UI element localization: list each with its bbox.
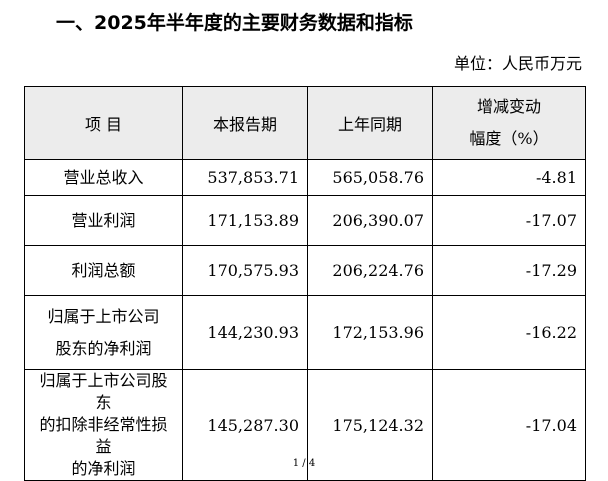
change-value: -16.22	[432, 295, 586, 370]
section-heading: 一、2025年半年度的主要财务数据和指标	[56, 12, 413, 34]
row-label-line: 营业利润	[71, 210, 136, 230]
table-header-row: 项 目 本报告期 上年同期 增减变动 幅度（%）	[24, 86, 586, 160]
table-row: 归属于上市公司 股东的净利润 144,230.93 172,153.96 -16…	[24, 295, 586, 370]
row-label-line: 的净利润	[71, 459, 136, 478]
current-value: 171,153.89	[182, 195, 308, 246]
row-label-line: 归属于上市公司股东	[39, 371, 168, 412]
page-number: 1 / 4	[292, 458, 316, 469]
financial-data-table: 项 目 本报告期 上年同期 增减变动 幅度（%） 营业总收入 537,853.7…	[24, 86, 586, 481]
row-label: 归属于上市公司 股东的净利润	[24, 295, 183, 370]
row-label: 营业总收入	[24, 159, 183, 196]
current-value: 144,230.93	[182, 295, 308, 370]
current-value: 537,853.71	[182, 159, 308, 196]
header-change-line1: 增减变动	[476, 97, 541, 116]
header-prior-period: 上年同期	[307, 86, 433, 160]
row-label: 营业利润	[24, 195, 183, 246]
header-change-line2: 幅度（%）	[469, 129, 549, 148]
table-row: 归属于上市公司股东 的扣除非经常性损益 的净利润 145,287.30 175,…	[24, 369, 586, 481]
current-value: 170,575.93	[182, 245, 308, 296]
prior-value: 206,224.76	[307, 245, 433, 296]
row-label-line: 股东的净利润	[55, 338, 152, 358]
header-item: 项 目	[24, 86, 183, 160]
prior-value: 175,124.32	[307, 369, 433, 481]
change-value: -17.29	[432, 245, 586, 296]
table-row: 营业总收入 537,853.71 565,058.76 -4.81	[24, 159, 586, 196]
prior-value: 172,153.96	[307, 295, 433, 370]
table-row: 利润总额 170,575.93 206,224.76 -17.29	[24, 245, 586, 296]
unit-label: 单位：人民币万元	[453, 54, 582, 73]
row-label-line: 利润总额	[71, 260, 136, 280]
header-change-percent: 增减变动 幅度（%）	[432, 86, 586, 160]
prior-value: 206,390.07	[307, 195, 433, 246]
change-value: -4.81	[432, 159, 586, 196]
change-value: -17.04	[432, 369, 586, 481]
row-label-line: 营业总收入	[63, 167, 144, 187]
prior-value: 565,058.76	[307, 159, 433, 196]
row-label-line: 归属于上市公司	[47, 306, 160, 326]
change-value: -17.07	[432, 195, 586, 246]
header-current-period: 本报告期	[182, 86, 308, 160]
row-label: 利润总额	[24, 245, 183, 296]
table-row: 营业利润 171,153.89 206,390.07 -17.07	[24, 195, 586, 246]
row-label-line: 的扣除非经常性损益	[39, 415, 168, 456]
row-label: 归属于上市公司股东 的扣除非经常性损益 的净利润	[24, 369, 183, 481]
